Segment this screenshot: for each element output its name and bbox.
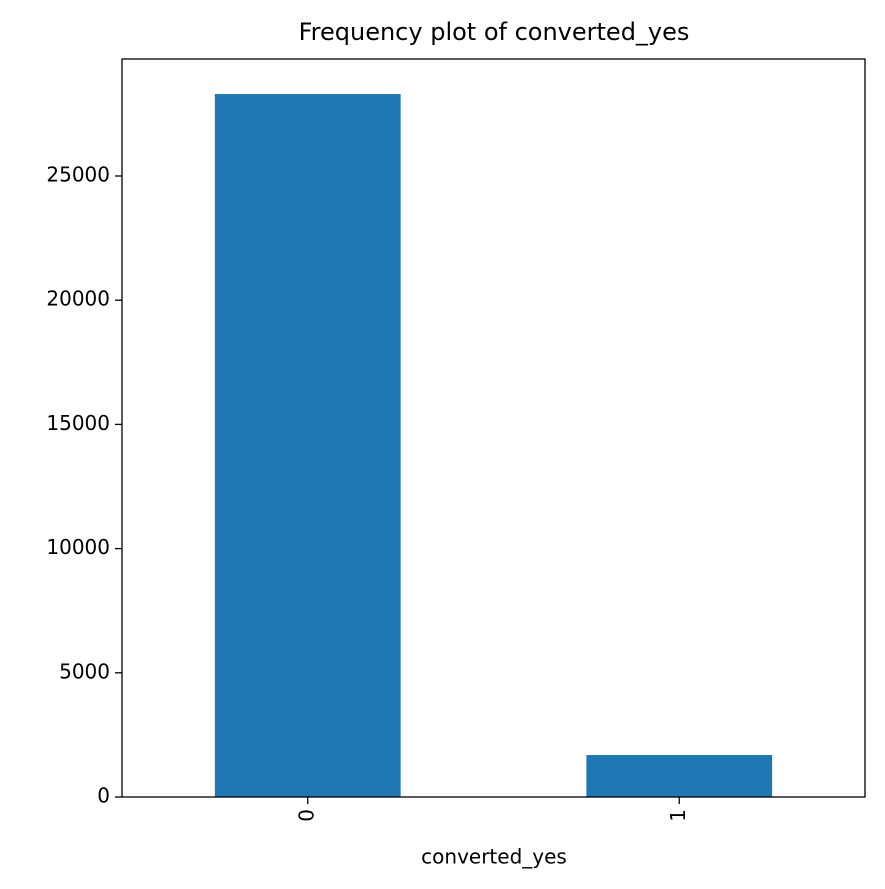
plot-frame bbox=[121, 58, 866, 798]
y-tick-label: 5000 bbox=[59, 659, 110, 683]
bar bbox=[586, 755, 773, 797]
bar bbox=[214, 94, 401, 797]
x-tick-label: 0 bbox=[294, 809, 318, 822]
y-tick-label: 15000 bbox=[46, 411, 110, 435]
y-tick-label: 20000 bbox=[46, 287, 110, 311]
y-tick-label: 10000 bbox=[46, 535, 110, 559]
x-axis-label: converted_yes bbox=[421, 845, 567, 869]
y-tick-label: 0 bbox=[97, 784, 110, 808]
x-tick-label: 1 bbox=[666, 809, 690, 822]
y-tick-label: 25000 bbox=[46, 162, 110, 186]
chart-title: Frequency plot of converted_yes bbox=[299, 18, 690, 46]
